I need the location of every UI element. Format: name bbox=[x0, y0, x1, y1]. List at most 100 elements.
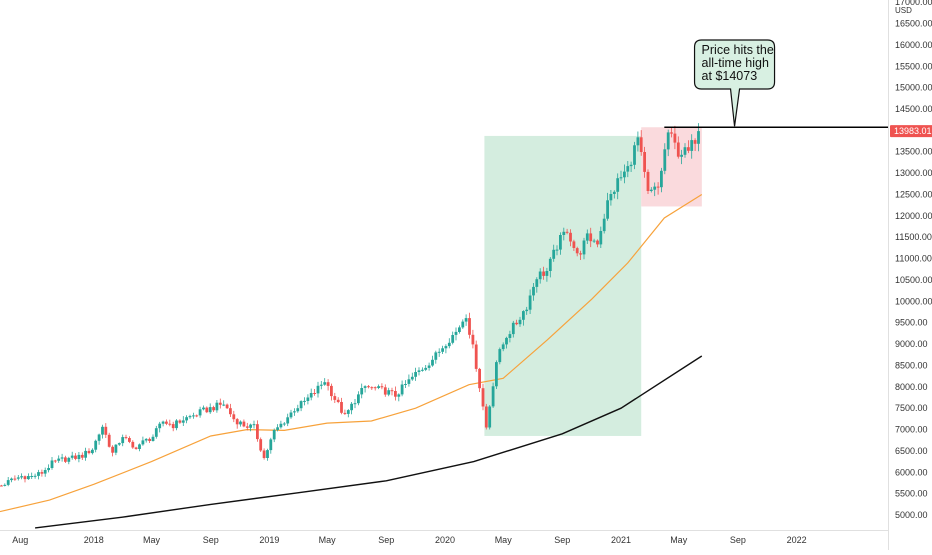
candle-up bbox=[414, 372, 417, 377]
candle-up bbox=[6, 480, 10, 485]
candle-up bbox=[609, 194, 613, 201]
candle-up bbox=[296, 408, 300, 412]
y-tick-label: 5000.00 bbox=[895, 510, 928, 520]
candle-up bbox=[528, 295, 532, 310]
x-tick-label: 2021 bbox=[611, 535, 631, 545]
candle-down bbox=[471, 334, 475, 345]
candle-down bbox=[333, 396, 337, 400]
candle-up bbox=[599, 231, 603, 245]
candle-down bbox=[232, 414, 236, 420]
candle-up bbox=[20, 476, 23, 478]
candle-down bbox=[481, 388, 485, 407]
candle-up bbox=[151, 436, 155, 441]
candle-up bbox=[319, 384, 323, 386]
y-tick-label: 15000.00 bbox=[895, 83, 932, 93]
candle-up bbox=[441, 348, 444, 352]
candle-down bbox=[326, 382, 330, 386]
candle-up bbox=[488, 406, 492, 428]
candle-up bbox=[407, 379, 411, 384]
candle-up bbox=[276, 427, 279, 430]
candle-up bbox=[461, 321, 465, 328]
candle-down bbox=[370, 387, 374, 389]
candle-down bbox=[195, 415, 199, 417]
candle-up bbox=[121, 437, 125, 444]
candle-up bbox=[37, 472, 40, 476]
candle-down bbox=[515, 322, 518, 325]
candle-up bbox=[94, 440, 98, 450]
candle-down bbox=[394, 391, 397, 397]
y-tick-label: 16500.00 bbox=[895, 19, 932, 29]
x-tick-label: May bbox=[495, 535, 513, 545]
candle-up bbox=[154, 428, 158, 437]
candle-up bbox=[404, 384, 407, 385]
candle-up bbox=[417, 370, 421, 372]
candle-down bbox=[242, 421, 246, 427]
candle-up bbox=[421, 369, 424, 371]
candle-up bbox=[84, 450, 87, 458]
candle-down bbox=[687, 147, 690, 151]
candle-up bbox=[208, 407, 212, 413]
x-tick-label: Sep bbox=[378, 535, 394, 545]
candle-up bbox=[653, 186, 657, 190]
last-price-marker bbox=[890, 125, 932, 138]
candle-up bbox=[535, 279, 539, 287]
candle-up bbox=[410, 376, 414, 380]
candle-down bbox=[148, 438, 151, 441]
candle-up bbox=[161, 421, 165, 424]
candle-down bbox=[218, 402, 222, 405]
candle-down bbox=[336, 399, 340, 402]
candle-up bbox=[548, 258, 552, 271]
candle-up bbox=[158, 423, 162, 429]
candle-up bbox=[353, 403, 357, 405]
candle-down bbox=[53, 460, 57, 462]
candle-down bbox=[380, 386, 384, 388]
candle-up bbox=[451, 335, 455, 343]
candle-up bbox=[697, 131, 700, 144]
candle-down bbox=[80, 454, 84, 458]
candle-down bbox=[670, 132, 673, 134]
candle-down bbox=[131, 441, 135, 448]
candle-up bbox=[522, 311, 525, 320]
candle-up bbox=[188, 416, 192, 418]
candle-down bbox=[340, 402, 343, 413]
candle-up bbox=[511, 322, 515, 335]
candle-up bbox=[636, 137, 640, 146]
candle-up bbox=[282, 423, 286, 425]
candle-up bbox=[683, 147, 687, 155]
candle-up bbox=[114, 444, 118, 453]
candle-up bbox=[545, 271, 549, 276]
candle-up bbox=[192, 415, 195, 417]
candle-down bbox=[673, 133, 677, 143]
candle-down bbox=[13, 478, 17, 480]
candle-up bbox=[444, 346, 448, 349]
candle-up bbox=[626, 166, 630, 172]
candle-up bbox=[309, 393, 313, 398]
callout-bubble bbox=[693, 39, 776, 127]
candle-up bbox=[249, 424, 252, 428]
candle-up bbox=[585, 233, 589, 241]
x-tick-label: May bbox=[319, 535, 337, 545]
candle-up bbox=[532, 286, 535, 296]
candle-up bbox=[269, 439, 273, 451]
x-tick-label: Sep bbox=[203, 535, 219, 545]
candle-down bbox=[178, 420, 182, 423]
candle-up bbox=[498, 349, 502, 363]
candle-up bbox=[666, 132, 670, 150]
candle-down bbox=[474, 344, 478, 369]
candle-up bbox=[215, 402, 219, 411]
y-tick-label: 9000.00 bbox=[895, 339, 928, 349]
candle-down bbox=[107, 434, 111, 447]
candle-down bbox=[330, 385, 333, 397]
y-tick-label: 16000.00 bbox=[895, 40, 932, 50]
candle-up bbox=[582, 240, 586, 255]
y-tick-label: 13500.00 bbox=[895, 147, 932, 157]
candle-up bbox=[559, 235, 562, 250]
candle-up bbox=[10, 478, 13, 481]
candle-down bbox=[656, 186, 660, 188]
candle-up bbox=[501, 344, 505, 350]
candle-up bbox=[397, 394, 401, 397]
candle-up bbox=[252, 424, 256, 426]
candle-up bbox=[552, 249, 556, 259]
